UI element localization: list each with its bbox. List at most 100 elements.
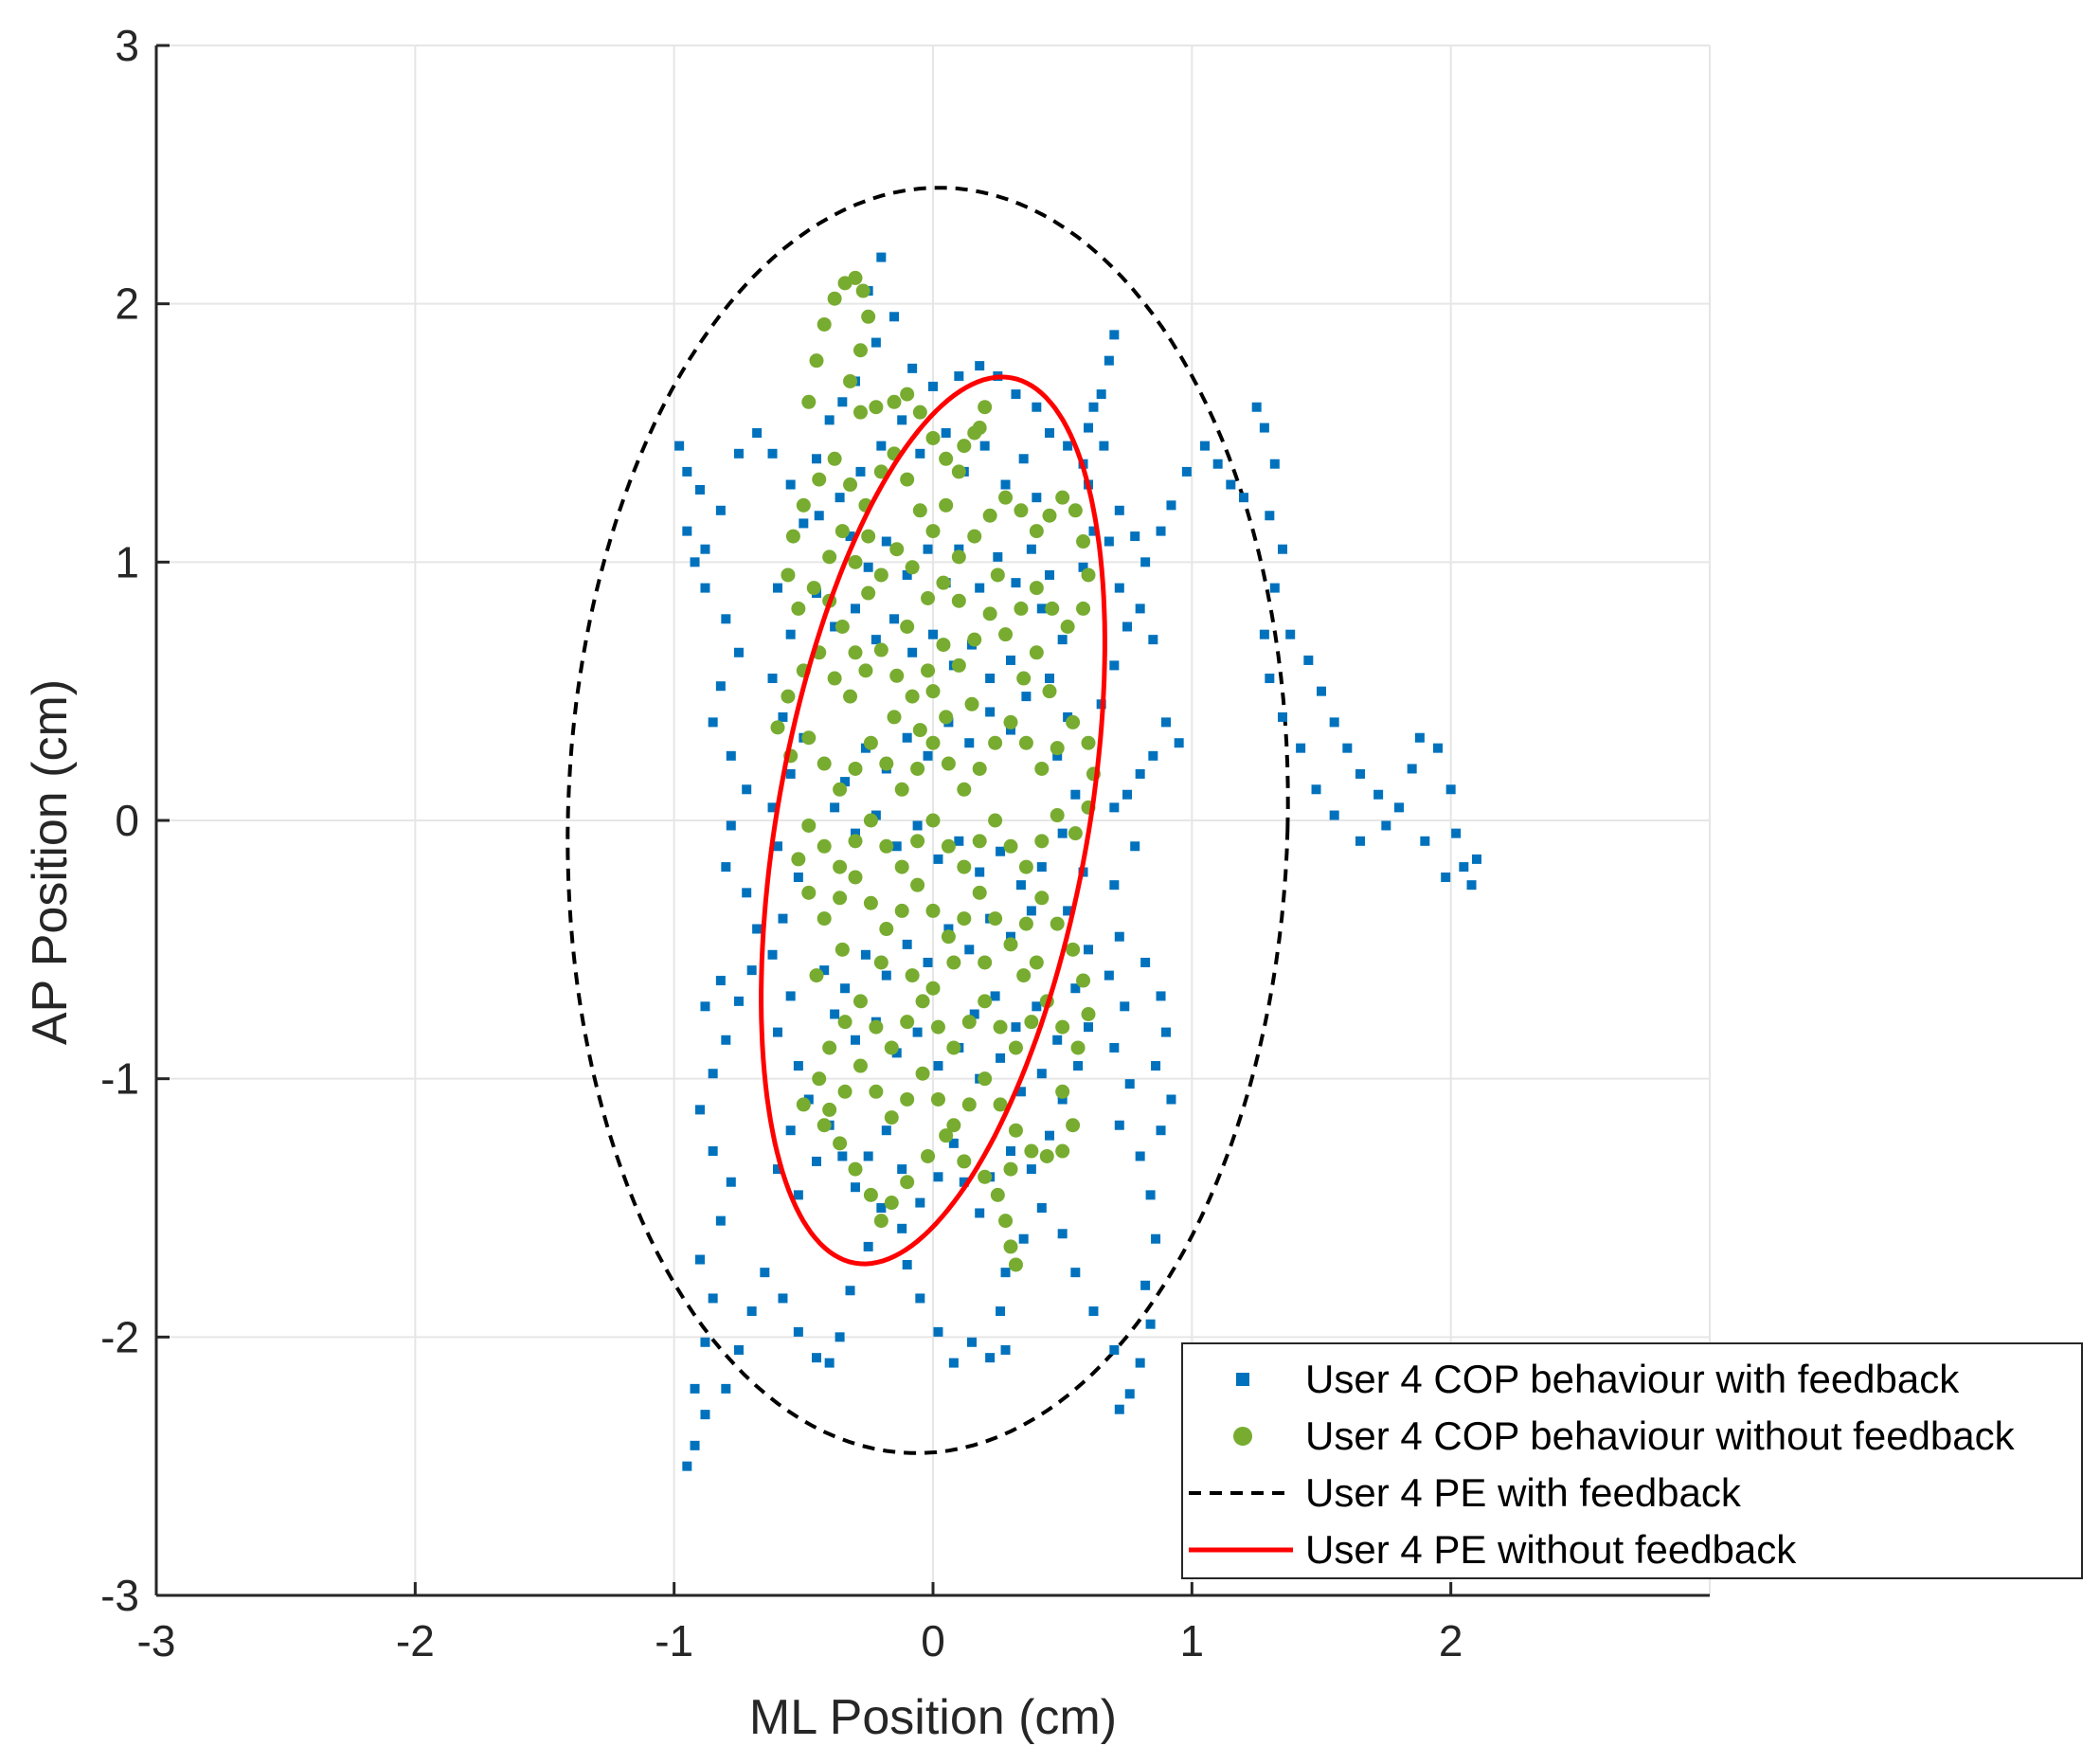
- data-point-with-feedback: [778, 913, 788, 924]
- data-point-with-feedback: [1063, 711, 1073, 722]
- legend-marker-without-feedback: [1233, 1427, 1252, 1446]
- data-point-with-feedback: [721, 614, 731, 624]
- data-point-with-feedback: [912, 1027, 923, 1037]
- data-point-without-feedback: [978, 994, 993, 1009]
- data-point-without-feedback: [1055, 490, 1070, 505]
- data-point-with-feedback: [734, 996, 744, 1006]
- data-point-without-feedback: [817, 838, 832, 854]
- data-point-with-feedback: [785, 768, 796, 779]
- data-point-with-feedback: [1026, 1164, 1036, 1175]
- data-point-with-feedback: [1226, 479, 1236, 490]
- data-point-without-feedback: [1008, 1040, 1023, 1055]
- data-point-with-feedback: [1114, 1120, 1124, 1130]
- data-point-with-feedback: [1000, 1268, 1011, 1278]
- data-point-with-feedback: [690, 1440, 700, 1450]
- data-point-with-feedback: [871, 635, 881, 645]
- data-point-with-feedback: [1109, 330, 1120, 340]
- data-point-with-feedback: [778, 1293, 788, 1304]
- data-point-with-feedback: [1109, 1042, 1120, 1053]
- data-point-without-feedback: [1042, 508, 1057, 523]
- data-point-with-feedback: [1021, 692, 1032, 702]
- data-point-without-feedback: [853, 1058, 868, 1073]
- data-point-with-feedback: [700, 1337, 710, 1347]
- data-point-with-feedback: [902, 1259, 912, 1269]
- data-point-with-feedback: [1156, 1125, 1166, 1136]
- data-point-with-feedback: [928, 629, 938, 639]
- data-point-with-feedback: [897, 415, 907, 425]
- data-point-without-feedback: [869, 1084, 884, 1099]
- data-point-without-feedback: [884, 1110, 899, 1125]
- data-point-without-feedback: [905, 968, 920, 983]
- data-point-without-feedback: [873, 464, 888, 479]
- data-point-with-feedback: [943, 924, 954, 934]
- data-point-without-feedback: [884, 1040, 899, 1055]
- data-point-with-feedback: [1057, 635, 1068, 645]
- data-point-without-feedback: [1055, 1084, 1070, 1099]
- data-point-without-feedback: [1066, 714, 1081, 729]
- data-point-with-feedback: [891, 841, 902, 852]
- data-point-without-feedback: [972, 761, 987, 776]
- data-point-with-feedback: [1070, 983, 1081, 994]
- ellipse-top-layer: [759, 374, 1107, 1267]
- data-point-without-feedback: [1024, 1015, 1039, 1030]
- data-point-without-feedback: [1003, 1161, 1018, 1177]
- data-point-with-feedback: [1441, 872, 1451, 882]
- data-point-with-feedback: [1433, 743, 1443, 753]
- data-point-with-feedback: [1239, 493, 1248, 503]
- data-point-without-feedback: [1039, 1148, 1054, 1163]
- series-with-feedback: [674, 252, 1481, 1471]
- data-point-with-feedback: [682, 1461, 692, 1471]
- data-point-with-feedback: [1045, 674, 1054, 684]
- data-point-with-feedback: [933, 1172, 943, 1182]
- data-point-without-feedback: [1050, 741, 1065, 756]
- data-point-with-feedback: [1000, 1344, 1011, 1355]
- data-point-with-feedback: [948, 1358, 959, 1368]
- data-point-with-feedback: [742, 888, 752, 898]
- data-point-with-feedback: [1151, 1233, 1161, 1244]
- data-point-without-feedback: [827, 671, 842, 686]
- data-point-with-feedback: [915, 1293, 925, 1304]
- data-point-with-feedback: [1278, 711, 1287, 722]
- data-point-with-feedback: [700, 1001, 710, 1012]
- data-point-without-feedback: [1055, 1019, 1070, 1035]
- data-point-without-feedback: [961, 1015, 977, 1030]
- data-point-without-feedback: [972, 834, 987, 849]
- data-point-without-feedback: [1018, 859, 1033, 874]
- legend-label-pe-without-feedback: User 4 PE without feedback: [1305, 1527, 1797, 1572]
- data-point-without-feedback: [843, 689, 858, 704]
- data-point-with-feedback: [954, 836, 964, 846]
- data-point-without-feedback: [858, 663, 873, 678]
- data-point-without-feedback: [936, 575, 951, 590]
- y-tick-label: -3: [100, 1571, 139, 1620]
- data-point-with-feedback: [1104, 536, 1114, 547]
- data-point-without-feedback: [967, 529, 982, 544]
- data-point-without-feedback: [939, 497, 954, 513]
- data-point-without-feedback: [941, 838, 956, 854]
- data-point-with-feedback: [1381, 820, 1391, 831]
- data-point-with-feedback: [1156, 991, 1166, 1001]
- data-point-without-feedback: [978, 1071, 993, 1087]
- data-point-without-feedback: [941, 756, 956, 771]
- data-point-without-feedback: [1042, 684, 1057, 699]
- data-point-without-feedback: [1018, 916, 1033, 931]
- data-point-without-feedback: [817, 756, 832, 771]
- y-tick-label: 3: [115, 21, 139, 70]
- data-point-with-feedback: [803, 1094, 814, 1105]
- data-point-with-feedback: [1466, 880, 1477, 891]
- data-point-with-feedback: [1088, 1306, 1099, 1317]
- data-point-without-feedback: [1081, 567, 1096, 583]
- data-point-with-feedback: [1096, 389, 1106, 400]
- data-point-with-feedback: [851, 1182, 860, 1193]
- data-point-without-feedback: [801, 394, 817, 409]
- data-point-without-feedback: [873, 567, 888, 583]
- data-point-with-feedback: [1099, 441, 1109, 451]
- data-point-with-feedback: [767, 949, 778, 960]
- data-point-with-feedback: [1317, 686, 1326, 696]
- data-point-without-feedback: [822, 1102, 837, 1117]
- data-point-with-feedback: [1109, 660, 1120, 671]
- data-point-without-feedback: [1081, 735, 1096, 750]
- data-point-with-feedback: [985, 707, 996, 717]
- data-point-without-feedback: [915, 1066, 930, 1081]
- data-point-without-feedback: [889, 668, 905, 683]
- data-point-with-feedback: [1114, 505, 1124, 515]
